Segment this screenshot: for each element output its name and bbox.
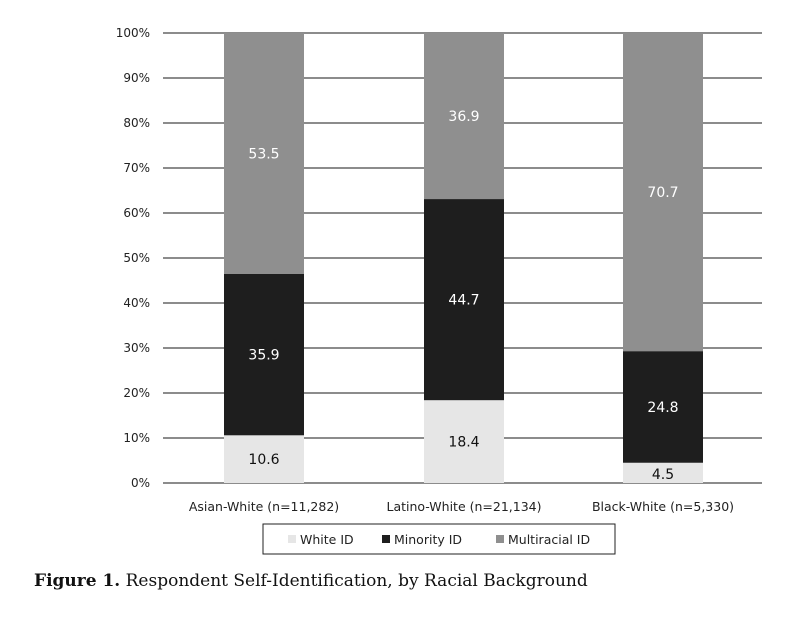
data-label: 36.9 bbox=[448, 109, 479, 125]
legend-swatch bbox=[496, 535, 504, 543]
y-tick-label: 10% bbox=[123, 431, 150, 445]
caption-text: Respondent Self-Identification, by Racia… bbox=[125, 571, 588, 591]
bar-segment bbox=[224, 33, 304, 274]
data-label: 10.6 bbox=[248, 452, 279, 468]
bar-segment bbox=[424, 400, 504, 483]
y-tick-label: 100% bbox=[116, 26, 150, 40]
legend-label: Minority ID bbox=[394, 532, 462, 547]
y-tick-label: 80% bbox=[123, 116, 150, 130]
bar-segment bbox=[424, 33, 504, 200]
legend-swatch bbox=[288, 535, 296, 543]
legend-label: White ID bbox=[300, 532, 354, 547]
y-tick-label: 70% bbox=[123, 161, 150, 175]
figure-caption: Figure 1. Respondent Self-Identification… bbox=[34, 571, 588, 591]
data-label: 24.8 bbox=[647, 400, 678, 416]
x-axis-tick-labels: Asian-White (n=11,282) Latino-White (n=21… bbox=[189, 499, 734, 514]
y-tick-label: 30% bbox=[123, 341, 150, 355]
data-labels: 10.6 35.9 53.5 18.4 44.7 36.9 4.5 24.8 70.7 bbox=[248, 109, 678, 483]
bar-segment bbox=[224, 435, 304, 483]
y-tick-label: 50% bbox=[123, 251, 150, 265]
legend-box bbox=[262, 523, 616, 555]
data-label: 35.9 bbox=[248, 348, 279, 364]
bars bbox=[224, 33, 703, 483]
data-label: 4.5 bbox=[652, 467, 674, 483]
data-label: 18.4 bbox=[448, 435, 479, 451]
y-tick-label: 60% bbox=[123, 206, 150, 220]
legend-swatch bbox=[382, 535, 390, 543]
x-tick-label: Asian-White (n=11,282) bbox=[189, 499, 339, 514]
y-tick-label: 40% bbox=[123, 296, 150, 310]
y-axis-tick-labels: 0% 10% 20% 30% 40% 50% 60% 70% 80% 90% 100% bbox=[116, 26, 150, 490]
bar-segment bbox=[623, 351, 703, 463]
data-label: 53.5 bbox=[248, 146, 279, 162]
bar-segment bbox=[623, 33, 703, 352]
bar-segment bbox=[623, 462, 703, 483]
y-tick-label: 90% bbox=[123, 71, 150, 85]
bar-segment bbox=[224, 273, 304, 436]
caption-label: Figure 1. bbox=[34, 571, 121, 591]
stacked-bar-chart: 0% 10% 20% 30% 40% 50% 60% 70% 80% 90% 100% 10.6 35… bbox=[116, 26, 762, 555]
bar-segment bbox=[424, 199, 504, 401]
y-tick-label: 20% bbox=[123, 386, 150, 400]
data-label: 70.7 bbox=[647, 185, 678, 201]
legend: White ID Minority ID Multiracial ID bbox=[262, 523, 616, 555]
legend-label: Multiracial ID bbox=[508, 532, 590, 547]
y-tick-label: 0% bbox=[131, 476, 150, 490]
data-label: 44.7 bbox=[448, 293, 479, 309]
x-tick-label: Latino-White (n=21,134) bbox=[386, 499, 541, 514]
x-tick-label: Black-White (n=5,330) bbox=[592, 499, 734, 514]
